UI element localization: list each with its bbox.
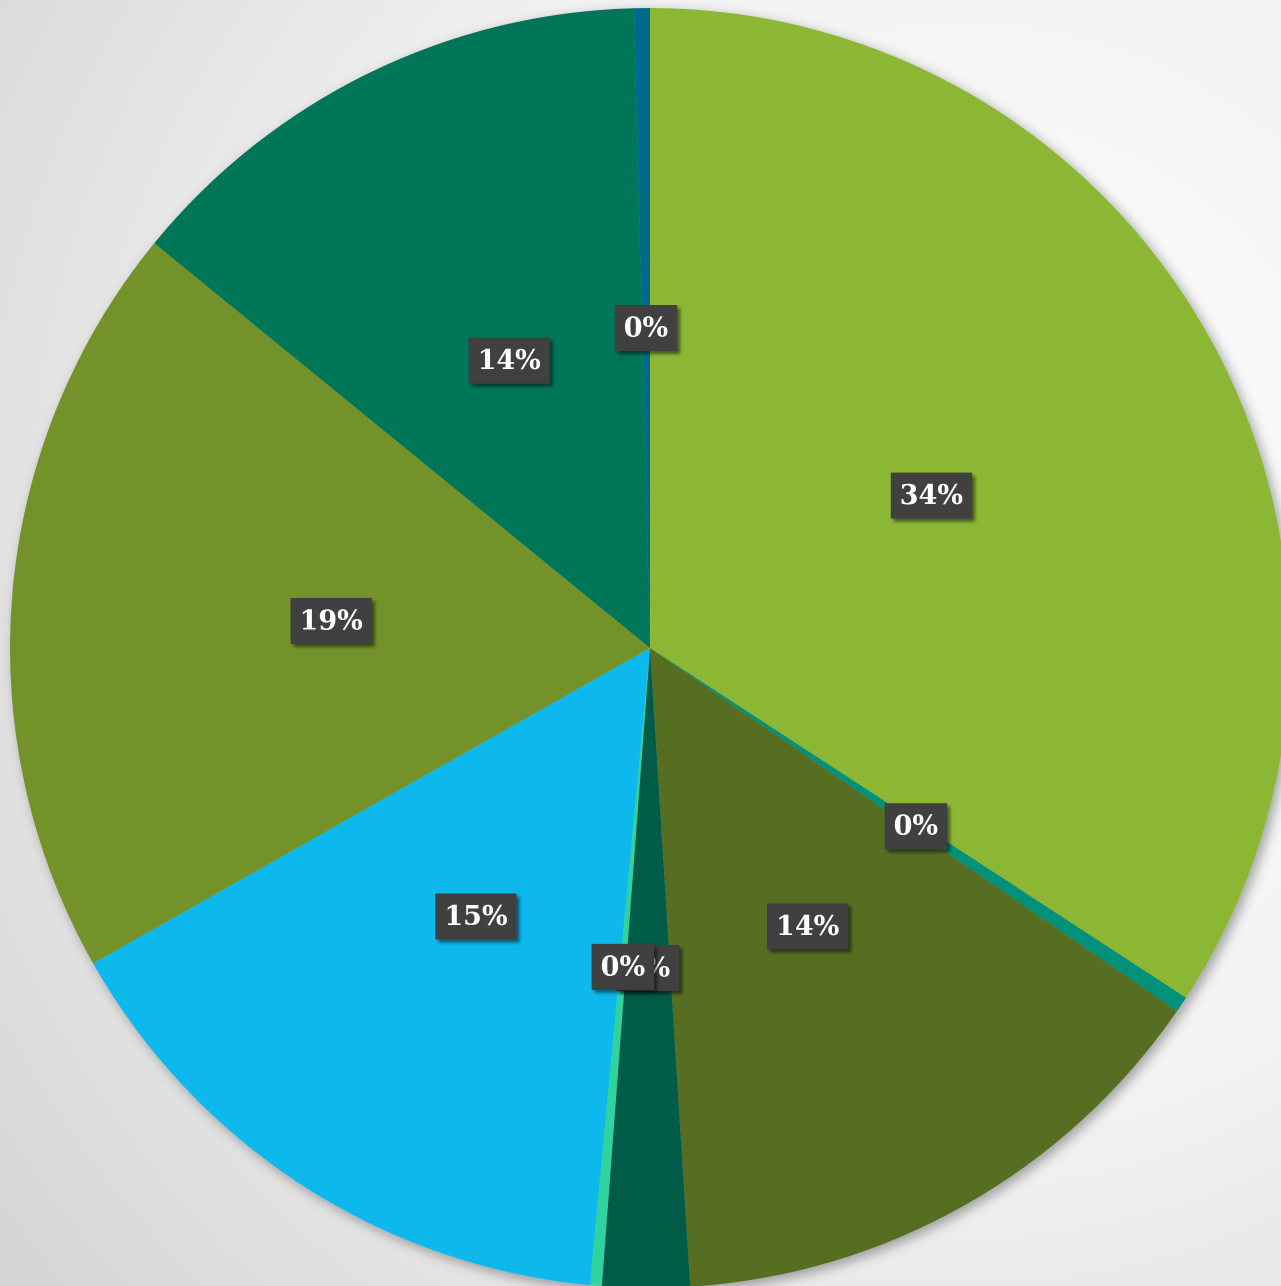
data-label: 14% [767, 903, 849, 950]
data-label: 19% [290, 597, 372, 644]
data-label-box [884, 803, 948, 850]
pie-slice [650, 648, 1178, 1286]
data-label-text: 15% [444, 901, 507, 932]
data-label-text: 14% [478, 345, 541, 376]
pie-slice [93, 648, 650, 1286]
pie [9, 8, 1281, 1286]
data-label: 0% [591, 943, 655, 990]
data-label-box [614, 305, 678, 352]
data-label-text: 0% [601, 951, 645, 982]
data-label-text: 0% [894, 811, 938, 842]
pie-slice [154, 8, 650, 648]
labels: 2%34%0%14%0%15%19%14%0% [290, 305, 972, 991]
data-label-box [591, 943, 655, 990]
data-label: 0% [614, 305, 678, 352]
data-label-text: 19% [300, 605, 363, 636]
data-label-text: 0% [624, 313, 668, 344]
data-label-text: 14% [776, 911, 839, 942]
data-label-box [890, 472, 972, 519]
data-label-text: 34% [900, 480, 963, 511]
data-label: 34% [890, 472, 972, 519]
data-label-box [468, 337, 550, 384]
data-label: 14% [468, 337, 550, 384]
data-label-box [290, 597, 372, 644]
data-label: 15% [435, 893, 517, 940]
data-label-box [767, 903, 849, 950]
data-label: 0% [884, 803, 948, 850]
data-label-box [435, 893, 517, 940]
